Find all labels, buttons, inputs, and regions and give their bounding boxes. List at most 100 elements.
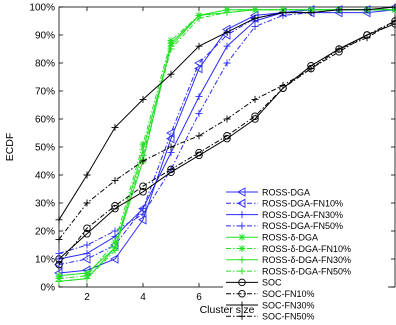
data-point xyxy=(167,37,175,45)
data-point xyxy=(111,227,119,235)
legend-label: SOC-FN50% xyxy=(262,312,315,322)
data-point xyxy=(55,235,63,243)
y-axis: 0% 10% 20% 30% 40% 50% 60% 70% 80% 90% 100% xyxy=(29,3,395,294)
data-point xyxy=(195,148,203,157)
data-point xyxy=(223,42,231,50)
data-point xyxy=(223,132,231,140)
data-point xyxy=(238,211,246,219)
data-point xyxy=(83,171,91,179)
data-point xyxy=(195,109,203,117)
y-tick-label: 100% xyxy=(29,3,55,14)
data-point xyxy=(238,278,246,287)
data-point xyxy=(238,256,246,264)
legend-label: ROSS-δ-DGA-FN50% xyxy=(262,266,351,276)
data-point xyxy=(111,202,119,210)
x-tick-label: 6 xyxy=(196,292,202,303)
data-point xyxy=(335,6,343,14)
legend-label: SOC xyxy=(262,278,282,288)
y-tick-label: 60% xyxy=(35,115,55,126)
data-point xyxy=(111,177,119,185)
data-point xyxy=(166,133,175,144)
data-point xyxy=(138,215,147,225)
legend-item: ROSS-DGA-FN30% xyxy=(226,210,343,220)
data-point xyxy=(139,140,147,148)
legend-label: ROSS-δ-DGA-FN10% xyxy=(262,244,351,254)
data-point xyxy=(251,23,259,31)
data-point xyxy=(167,143,175,151)
data-point xyxy=(391,17,396,25)
legend-background xyxy=(223,185,388,325)
data-point xyxy=(83,199,91,207)
data-point xyxy=(251,112,259,120)
data-point xyxy=(238,301,246,309)
data-point xyxy=(55,260,63,269)
data-point xyxy=(223,28,231,36)
legend-label: ROSS-δ-DGA-FN30% xyxy=(262,255,351,265)
data-point xyxy=(167,70,175,78)
data-point xyxy=(238,289,246,298)
data-point xyxy=(139,182,147,190)
data-point xyxy=(82,254,91,264)
y-tick-label: 90% xyxy=(35,31,55,42)
data-point xyxy=(83,230,91,238)
data-point xyxy=(195,14,203,22)
data-point xyxy=(139,95,147,103)
data-point xyxy=(111,123,119,131)
data-point xyxy=(55,216,63,224)
legend: ROSS-DGAROSS-DGA-FN10%ROSS-DGA-FN30%ROSS… xyxy=(223,185,388,325)
data-point xyxy=(223,59,231,67)
legend-item: ROSS-DGA-FN10% xyxy=(226,198,343,209)
data-point xyxy=(111,238,119,246)
data-point xyxy=(238,267,246,275)
data-point xyxy=(237,198,246,209)
data-point xyxy=(83,275,91,283)
legend-label: SOC-FN30% xyxy=(262,300,315,310)
data-point xyxy=(223,9,231,17)
data-point xyxy=(363,6,371,14)
x-tick-label: 2 xyxy=(84,292,90,303)
data-point xyxy=(279,9,287,17)
data-point xyxy=(195,93,203,101)
legend-item: SOC-FN10% xyxy=(226,289,315,299)
data-point xyxy=(83,224,91,232)
y-tick-label: 70% xyxy=(35,87,55,98)
data-point xyxy=(195,42,203,50)
data-point xyxy=(55,277,63,285)
series-12 xyxy=(55,17,396,243)
legend-label: ROSS-DGA-FN30% xyxy=(262,210,343,220)
legend-item: SOC xyxy=(226,278,282,288)
data-point xyxy=(167,165,175,174)
data-point xyxy=(139,188,147,196)
data-point xyxy=(222,24,231,35)
data-point xyxy=(55,255,63,263)
legend-label: ROSS-DGA xyxy=(262,187,310,197)
data-point xyxy=(139,157,147,165)
data-point xyxy=(391,3,396,11)
y-tick-label: 0% xyxy=(41,283,56,294)
y-tick-label: 50% xyxy=(35,143,55,154)
legend-label: ROSS-DGA-FN50% xyxy=(262,221,343,231)
data-point xyxy=(363,34,371,42)
legend-item: SOC-FN50% xyxy=(226,312,315,322)
data-point xyxy=(307,65,315,73)
legend-item: SOC-FN30% xyxy=(226,300,315,310)
data-point xyxy=(335,45,343,53)
legend-item: ROSS-δ-DGA-FN10% xyxy=(226,244,351,254)
data-point xyxy=(167,45,175,53)
data-point xyxy=(223,115,231,123)
data-point xyxy=(110,254,119,264)
data-point xyxy=(194,58,203,68)
data-point xyxy=(238,233,246,241)
legend-item: ROSS-δ-DGA-FN30% xyxy=(226,255,351,265)
data-point xyxy=(238,245,246,252)
y-tick-label: 40% xyxy=(35,171,55,182)
data-point xyxy=(307,9,315,17)
data-point xyxy=(195,132,203,140)
legend-label: ROSS-DGA-FN10% xyxy=(262,199,343,209)
data-point xyxy=(251,14,259,22)
data-point xyxy=(111,247,119,255)
data-point xyxy=(251,6,259,14)
y-tick-label: 20% xyxy=(35,227,55,238)
data-point xyxy=(83,241,91,249)
